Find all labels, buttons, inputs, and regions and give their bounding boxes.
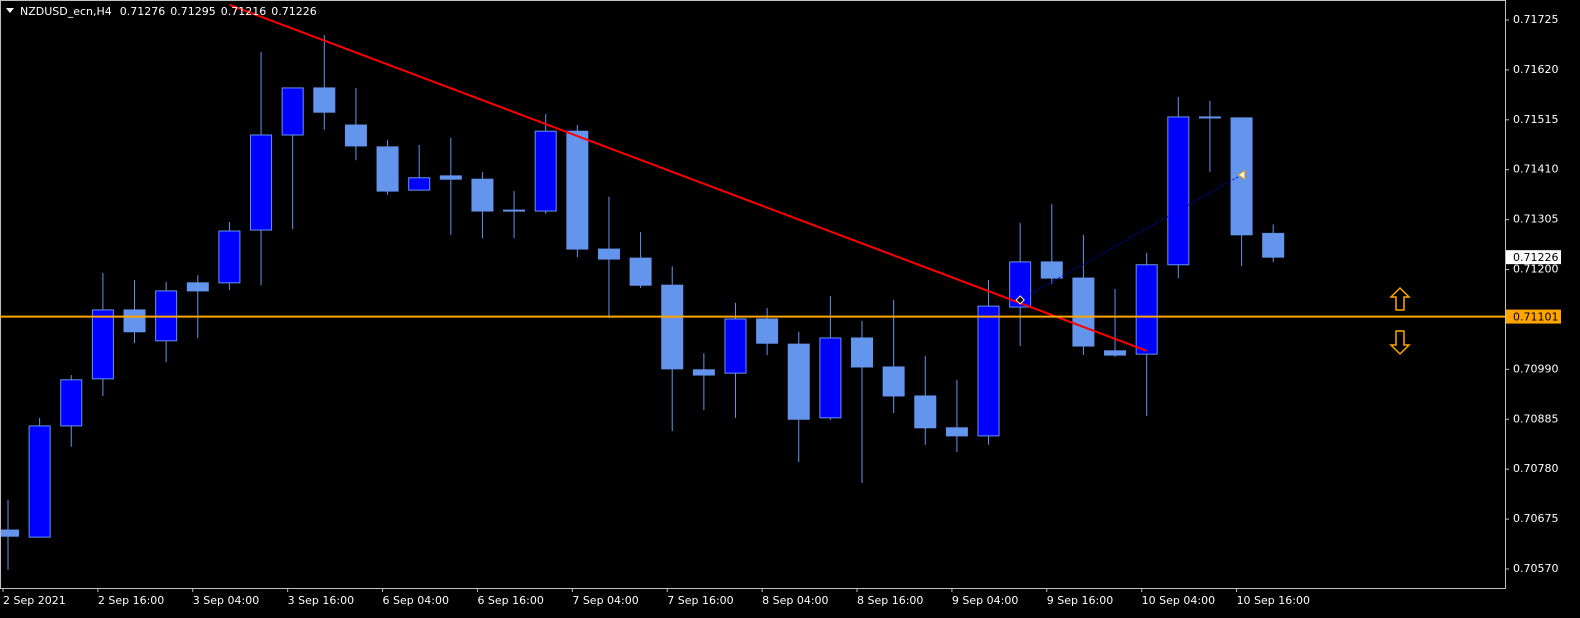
header-open: 0.71276 [120,5,166,18]
candle-body [1104,350,1127,356]
y-tick-label: 0.71200 [1513,263,1559,276]
candle-body [60,379,83,427]
y-tick-label: 0.70885 [1513,412,1559,425]
candle-body [566,130,589,250]
candle-body [503,209,526,212]
x-tick-label: 6 Sep 16:00 [477,594,543,607]
header-close: 0.71226 [271,5,317,18]
plot-border [0,0,1506,589]
menu-arrow [6,8,14,13]
horizontal-line-label: 0.71101 [1513,311,1559,324]
trade-close-marker [1237,169,1246,180]
candle-body [376,146,399,192]
y-tick-label: 0.71410 [1513,163,1559,176]
y-tick-label: 0.71725 [1513,13,1559,26]
horizontal-line-label-bg [1506,309,1561,324]
candle-body [819,337,842,419]
candle-body [471,178,494,212]
x-tick-label: 8 Sep 04:00 [762,594,828,607]
x-tick-label: 6 Sep 04:00 [383,594,449,607]
candle-body [692,369,715,376]
y-tick-label: 0.70990 [1513,362,1559,375]
y-tick-label: 0.71620 [1513,63,1559,76]
candle-body [977,305,1000,437]
candle-body [1040,261,1063,279]
candle-body [1009,261,1032,308]
x-tick-label: 7 Sep 04:00 [572,594,638,607]
buy-arrow-icon [1389,286,1411,311]
y-tick-label: 0.71515 [1513,113,1559,126]
candle-body [1262,232,1285,258]
plot-area [0,3,1285,570]
candle-body [534,130,557,212]
x-tick-label: 2 Sep 2021 [3,594,66,607]
candle-body [787,343,810,420]
x-tick-label: 9 Sep 16:00 [1047,594,1113,607]
candle-body [945,427,968,437]
sell-arrow-icon [1389,330,1411,356]
chart-title: NZDUSD_ecn,H4 [20,5,112,18]
candle-body [724,318,747,374]
trendline [229,3,1148,352]
candle-body [756,318,779,344]
x-tick-label: 9 Sep 04:00 [952,594,1018,607]
y-tick-label: 0.70570 [1513,562,1559,575]
candle-body [0,529,19,537]
candle-body [250,134,273,231]
y-tick-label: 0.71305 [1513,213,1559,226]
chart-header: NZDUSD_ecn,H4 0.71276 0.71295 0.71216 0.7122… [20,5,317,18]
candle-body [1072,277,1095,347]
candle-body [914,395,937,429]
trade-open-marker [1015,295,1025,305]
candle-body [313,87,336,113]
x-tick-label: 10 Sep 16:00 [1237,594,1310,607]
candle-body [123,309,146,333]
x-tick-label: 8 Sep 16:00 [857,594,923,607]
candle-body [439,175,462,180]
candle-body [882,366,905,397]
price-label-bg [1506,250,1561,265]
candle-body [344,124,367,147]
y-tick-label: 0.70780 [1513,462,1559,475]
candle-body [1198,116,1221,119]
x-tick-label: 3 Sep 16:00 [288,594,354,607]
x-tick-label: 2 Sep 16:00 [98,594,164,607]
candle-body [281,87,304,136]
y-tick-label: 0.70675 [1513,512,1559,525]
candle-body [28,425,51,538]
candle-body [597,248,620,260]
candle-body [91,309,114,380]
price-label: 0.71226 [1513,251,1559,264]
candle-body [661,284,684,370]
x-tick-label: 3 Sep 04:00 [193,594,259,607]
x-tick-label: 7 Sep 16:00 [667,594,733,607]
candle-body [408,177,431,191]
candle-body [1167,116,1190,266]
header-high: 0.71295 [170,5,216,18]
candle-body [218,230,241,284]
candle-body [1135,264,1158,355]
candle-body [851,337,874,368]
candle-body [186,282,209,292]
x-tick-label: 10 Sep 04:00 [1142,594,1215,607]
header-low: 0.71216 [221,5,267,18]
candle-body [629,257,652,286]
